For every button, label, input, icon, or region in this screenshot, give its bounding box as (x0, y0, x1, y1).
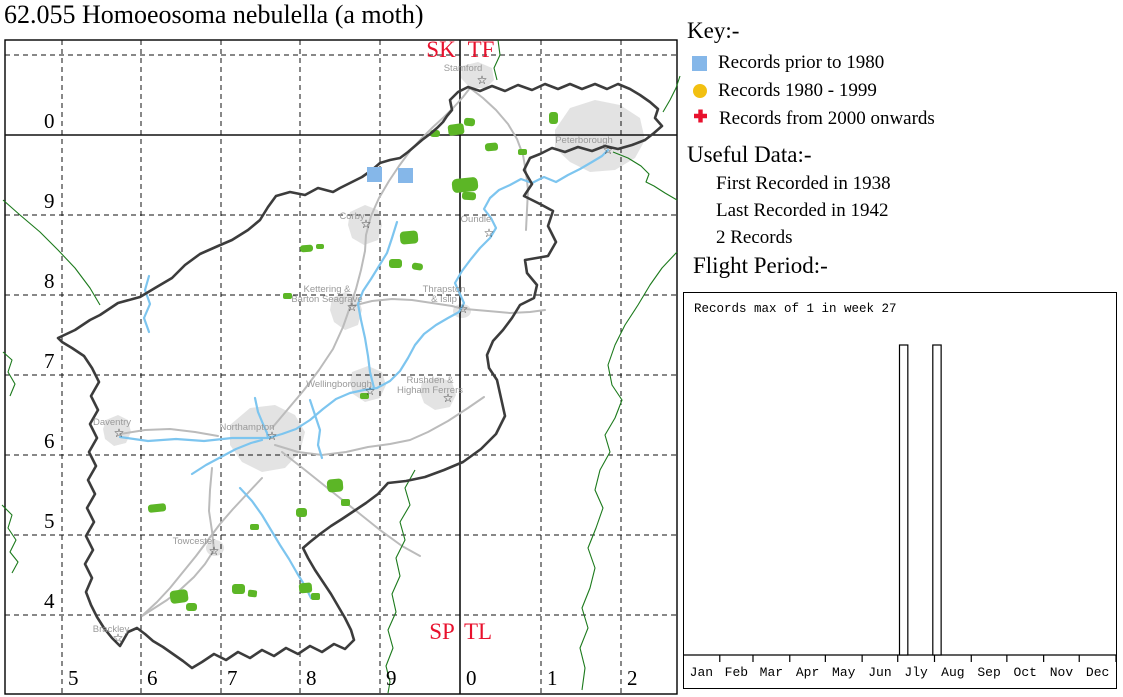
grid-letter: SK (426, 37, 456, 62)
town-label: Brackley (93, 624, 130, 635)
grid-axis-label: 8 (306, 666, 317, 690)
month-label: May (832, 665, 856, 680)
town-label: Rushden & (406, 375, 454, 386)
page-title: 62.055 Homoeosoma nebulella (a moth) (4, 0, 424, 29)
record-count-line: 2 Records (716, 227, 793, 248)
grid-axis-label: 6 (147, 666, 158, 690)
flight-period-heading: Flight Period:- (693, 253, 828, 278)
grid-axis-label: 2 (627, 666, 638, 690)
town-star-icon: ☆ (347, 300, 358, 314)
town-star-icon: ☆ (114, 426, 125, 440)
town-star-icon: ☆ (484, 226, 495, 240)
grid-axis-label: 7 (227, 666, 238, 690)
month-label: Oct (1014, 665, 1037, 680)
town-label: Daventry (93, 417, 131, 428)
month-label: Aug (941, 665, 964, 680)
key-item-label: Records 1980 - 1999 (718, 80, 877, 101)
record-marker-prior-1980 (367, 167, 382, 182)
grid-axis-label: 4 (44, 589, 55, 613)
town-label: Oundle (461, 214, 492, 225)
month-label: Dec (1086, 665, 1109, 680)
month-label: Jan (690, 665, 713, 680)
chart-bar (932, 344, 942, 656)
key-item-prior-1980: Records prior to 1980 (692, 52, 884, 74)
grid-letter: TF (468, 37, 495, 62)
month-label: Mar (760, 665, 783, 680)
month-label: Sep (977, 665, 1000, 680)
grid-axis-label: 0 (466, 666, 477, 690)
chart-bar (898, 344, 909, 656)
key-item-label: Records from 2000 onwards (719, 108, 935, 129)
key-item-1980-1999: Records 1980 - 1999 (693, 80, 877, 102)
town-star-icon: ☆ (458, 302, 469, 316)
month-label: Apr (796, 665, 819, 680)
record-markers (367, 167, 413, 183)
useful-data-heading: Useful Data:- (687, 142, 812, 167)
month-label: Nov (1050, 665, 1074, 680)
town-layer: Stamford☆Peterborough☆Corby☆ Oundle☆Kette… (93, 63, 614, 645)
town-label: Towcester (173, 536, 216, 547)
vice-county-boundaries (1, 39, 681, 694)
grid-axis-label: 7 (44, 349, 55, 373)
month-label: Jly (904, 665, 928, 680)
town-star-icon: ☆ (477, 73, 488, 87)
key-item-label: Records prior to 1980 (718, 52, 885, 73)
town-label: & Islip (431, 294, 457, 305)
town-star-icon: ☆ (603, 143, 614, 157)
red-cross-icon (693, 108, 708, 130)
last-recorded-line: Last Recorded in 1942 (716, 200, 889, 221)
county-boundary (56, 82, 664, 670)
town-label: Northampton (220, 422, 275, 433)
chart-title: Records max of 1 in week 27 (694, 302, 897, 316)
grid-axis-label: 1 (547, 666, 558, 690)
woodland-patches (147, 112, 558, 611)
town-label: Kettering & (304, 284, 352, 295)
record-marker-prior-1980 (398, 168, 413, 183)
town-star-icon: ☆ (443, 391, 454, 405)
grid-axis-label: 9 (44, 189, 55, 213)
grid-letter: TL (464, 619, 492, 644)
town-label: Corby (339, 211, 365, 222)
grid-letter: SP (429, 619, 455, 644)
town-label: Wellingborough (306, 379, 372, 390)
key-item-2000-onwards: Records from 2000 onwards (693, 108, 935, 130)
grid-axis-label: 6 (44, 429, 55, 453)
key-heading: Key:- (687, 18, 740, 43)
first-recorded-line: First Recorded in 1938 (716, 173, 891, 194)
grid-axis-label: 0 (44, 109, 55, 133)
town-label: Higham Ferrers (397, 385, 463, 396)
month-label: Feb (725, 665, 748, 680)
town-star-icon: ☆ (113, 631, 124, 645)
town-star-icon: ☆ (267, 429, 278, 443)
flight-period-chart: Records max of 1 in week 27 Jan Feb Mar Apr M… (683, 292, 1117, 689)
town-label: Thrapston (423, 284, 466, 295)
town-label: Barton Seagrave (291, 294, 362, 305)
town-star-icon: ☆ (365, 384, 376, 398)
map-grid (5, 40, 677, 694)
grid-axis-label: 5 (68, 666, 79, 690)
grid-axis-label: 9 (386, 666, 397, 690)
blue-square-icon (692, 55, 707, 71)
distribution-map: Stamford☆Peterborough☆Corby☆ Oundle☆Kette… (1, 37, 681, 695)
town-label: Stamford (444, 63, 483, 74)
month-label: Jun (868, 665, 891, 680)
yellow-circle-icon (693, 84, 707, 98)
grid-axis-label: 5 (44, 509, 55, 533)
town-star-icon: ☆ (361, 217, 372, 231)
grid-letters: SK TF SP TL (426, 37, 494, 644)
grid-axis-label: 8 (44, 269, 55, 293)
town-label: Peterborough (555, 135, 613, 146)
grid-axis-labels: 0 9 8 7 6 5 4 5 6 7 8 9 0 1 2 (44, 109, 638, 690)
town-star-icon: ☆ (209, 544, 220, 558)
